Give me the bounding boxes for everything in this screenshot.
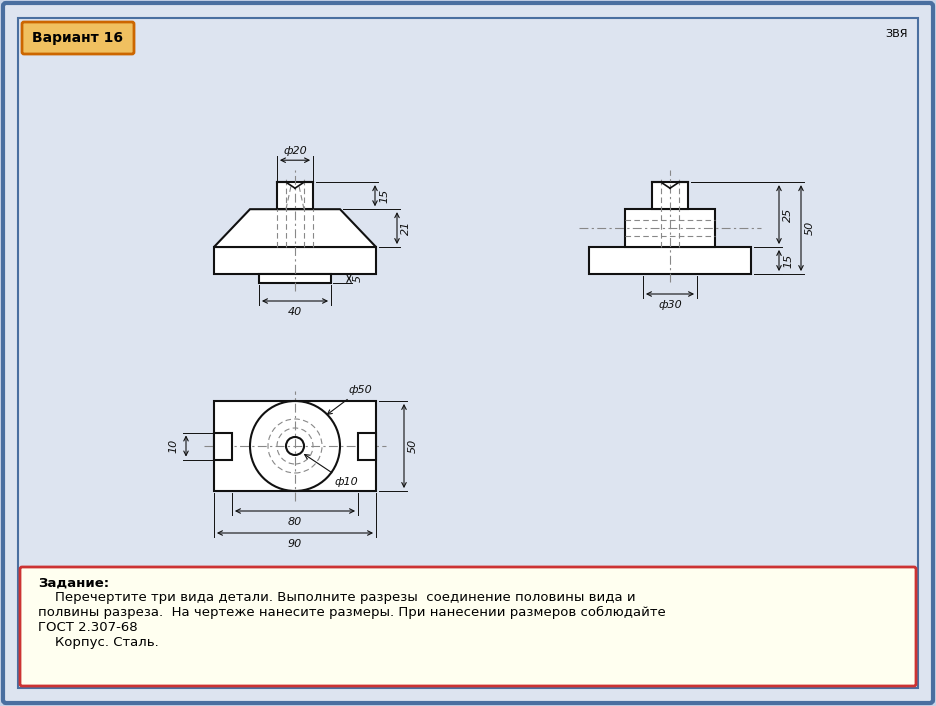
Text: 15: 15	[783, 253, 793, 268]
Bar	[214, 401, 376, 491]
Bar	[277, 182, 313, 209]
Text: ф20: ф20	[283, 146, 307, 156]
FancyBboxPatch shape	[22, 22, 134, 54]
Bar	[259, 274, 331, 283]
Bar	[589, 247, 751, 274]
Text: ф50: ф50	[328, 385, 372, 414]
Bar	[625, 209, 715, 247]
Bar	[214, 247, 376, 274]
Text: 50: 50	[805, 221, 815, 235]
Text: 10: 10	[168, 439, 178, 453]
Text: 5: 5	[353, 275, 363, 282]
Text: 80: 80	[288, 517, 302, 527]
Text: Перечертите три вида детали. Выполните разрезы  соединение половины вида и
полви: Перечертите три вида детали. Выполните р…	[38, 591, 665, 649]
Bar	[358, 433, 376, 460]
Text: ф30: ф30	[658, 300, 681, 310]
Text: ЗВЯ: ЗВЯ	[885, 29, 908, 39]
Text: 21: 21	[401, 221, 411, 235]
Text: Вариант 16: Вариант 16	[33, 31, 124, 45]
Text: 90: 90	[288, 539, 302, 549]
Bar	[214, 433, 232, 460]
Text: 50: 50	[408, 439, 418, 453]
Text: 25: 25	[783, 208, 793, 222]
FancyBboxPatch shape	[20, 567, 916, 686]
Text: Задание:: Задание:	[38, 577, 110, 590]
Polygon shape	[214, 209, 376, 247]
Text: ф10: ф10	[304, 455, 358, 487]
FancyBboxPatch shape	[3, 3, 933, 703]
Bar	[652, 182, 688, 209]
Text: 15: 15	[379, 189, 389, 203]
Text: 40: 40	[288, 307, 302, 317]
